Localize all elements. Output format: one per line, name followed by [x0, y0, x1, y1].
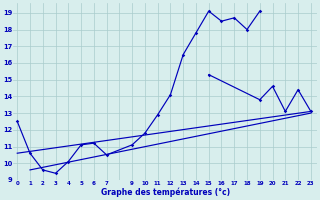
X-axis label: Graphe des températures (°c): Graphe des températures (°c): [101, 188, 230, 197]
